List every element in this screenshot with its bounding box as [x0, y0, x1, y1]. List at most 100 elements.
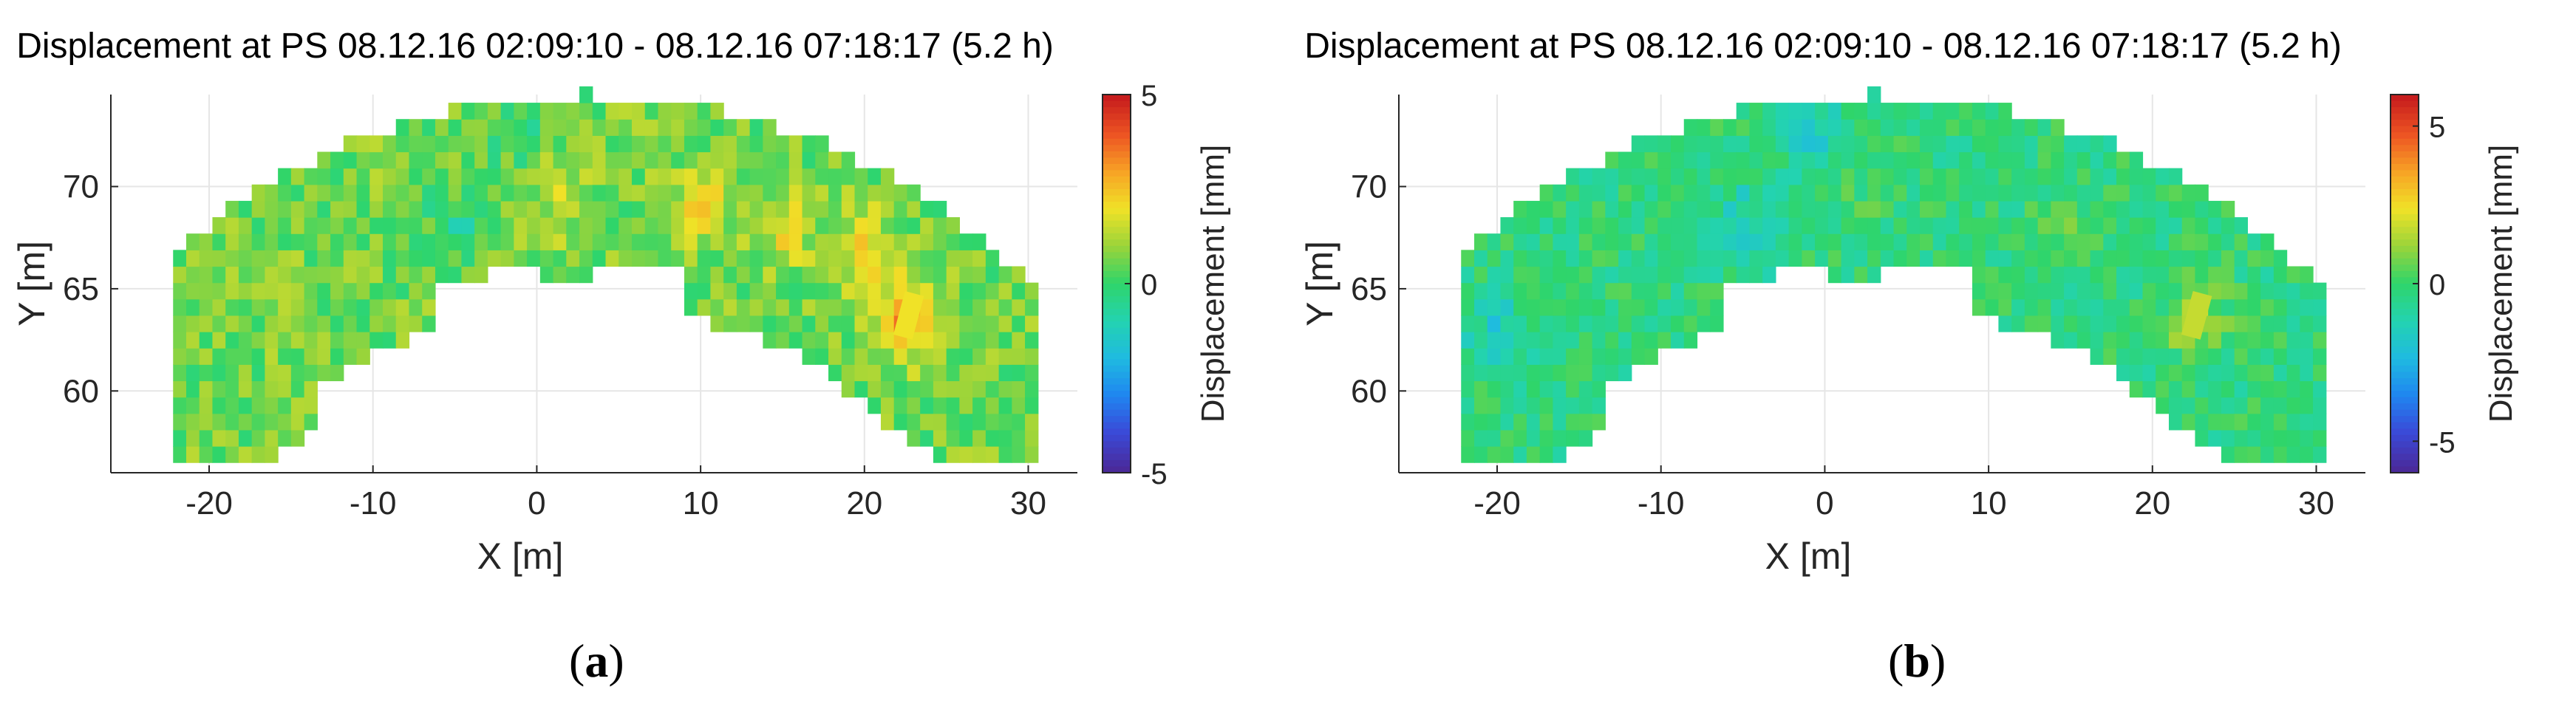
colorbar-segment	[1103, 365, 1131, 373]
displacement-cell	[2011, 233, 2025, 250]
displacement-cell	[2234, 380, 2248, 398]
displacement-cell	[1932, 233, 1947, 250]
displacement-cell	[1657, 266, 1672, 284]
displacement-cell	[2064, 298, 2078, 316]
displacement-cell	[802, 200, 816, 218]
colorbar-segment	[2391, 372, 2419, 379]
displacement-cell	[1539, 413, 1553, 431]
displacement-cell	[1526, 332, 1541, 349]
displacement-cell	[1012, 429, 1026, 447]
y-axis-label: Y [m]	[11, 241, 52, 326]
displacement-cell	[212, 397, 226, 414]
displacement-cell	[265, 413, 279, 431]
displacement-cell	[1025, 282, 1039, 300]
displacement-cell	[1553, 250, 1567, 267]
displacement-cell	[749, 298, 763, 316]
displacement-cell	[1526, 298, 1541, 316]
displacement-cell	[763, 168, 777, 185]
displacement-cell	[1644, 250, 1658, 267]
displacement-cell	[880, 168, 895, 185]
displacement-cell	[383, 233, 397, 250]
displacement-cell	[2260, 380, 2275, 398]
displacement-cell	[880, 380, 895, 398]
displacement-cell	[1697, 217, 1711, 234]
displacement-cell	[1473, 429, 1488, 447]
displacement-cell	[1487, 332, 1502, 349]
displacement-cell	[907, 217, 921, 234]
displacement-cell	[2064, 315, 2078, 332]
displacement-cell	[173, 446, 187, 463]
displacement-cell	[2116, 348, 2130, 365]
displacement-cell	[514, 200, 528, 218]
displacement-cell	[920, 413, 934, 431]
displacement-cell	[1802, 184, 1816, 202]
displacement-cell	[854, 233, 868, 250]
displacement-cell	[2208, 233, 2222, 250]
displacement-cell	[1578, 397, 1593, 414]
displacement-cell	[749, 250, 763, 267]
displacement-cell	[395, 200, 410, 218]
displacement-cell	[1827, 266, 1842, 284]
displacement-cell	[644, 168, 659, 185]
displacement-cell	[539, 233, 554, 250]
displacement-cell	[959, 446, 973, 463]
displacement-cell	[1932, 200, 1947, 218]
displacement-cell	[2247, 298, 2261, 316]
displacement-cell	[225, 282, 239, 300]
displacement-cell	[2286, 282, 2300, 300]
displacement-cell	[1867, 250, 1881, 267]
displacement-cell	[1605, 332, 1619, 349]
displacement-cell	[304, 282, 318, 300]
displacement-cell	[1578, 184, 1593, 202]
displacement-cell	[265, 332, 279, 349]
displacement-cell	[199, 233, 214, 250]
displacement-cell	[1644, 168, 1658, 185]
displacement-cell	[514, 217, 528, 234]
displacement-cell	[1473, 332, 1488, 349]
displacement-cell	[946, 315, 960, 332]
displacement-cell	[304, 168, 318, 185]
displacement-cell	[2260, 446, 2275, 463]
displacement-cell	[579, 103, 593, 120]
displacement-cell	[566, 168, 580, 185]
displacement-cell	[1946, 168, 1960, 185]
displacement-cell	[409, 298, 423, 316]
displacement-cell	[2156, 217, 2170, 234]
displacement-cell	[671, 184, 685, 202]
displacement-cell	[2247, 266, 2261, 284]
displacement-cell	[2103, 135, 2117, 153]
displacement-cell	[409, 266, 423, 284]
displacement-cell	[868, 298, 882, 316]
displacement-cell	[1683, 217, 1698, 234]
displacement-cell	[710, 250, 724, 267]
displacement-cell	[553, 200, 567, 218]
displacement-cell	[749, 266, 763, 284]
displacement-cell	[2234, 332, 2248, 349]
displacement-cell	[2221, 200, 2235, 218]
displacement-cell	[539, 184, 554, 202]
displacement-cell	[946, 332, 960, 349]
displacement-cell	[1880, 217, 1895, 234]
displacement-cell	[448, 217, 463, 234]
displacement-cell	[2273, 332, 2288, 349]
displacement-cell	[828, 282, 842, 300]
displacement-cell	[1487, 397, 1502, 414]
displacement-cell	[2221, 282, 2235, 300]
displacement-cell	[854, 184, 868, 202]
displacement-cell	[631, 119, 646, 136]
displacement-cell	[1723, 119, 1737, 136]
displacement-cell	[2064, 168, 2078, 185]
displacement-cell	[1683, 184, 1698, 202]
colorbar-segment	[2391, 327, 2419, 335]
displacement-cell	[2090, 135, 2104, 153]
displacement-cell	[2076, 233, 2091, 250]
displacement-cell	[2313, 364, 2327, 382]
colorbar-segment	[1103, 340, 1131, 348]
colorbar-segment	[1103, 384, 1131, 392]
displacement-cell	[644, 250, 659, 267]
displacement-cell	[1553, 446, 1567, 463]
displacement-cell	[1919, 168, 1934, 185]
displacement-cell	[2208, 282, 2222, 300]
displacement-cell	[251, 332, 265, 349]
displacement-cell	[1025, 298, 1039, 316]
